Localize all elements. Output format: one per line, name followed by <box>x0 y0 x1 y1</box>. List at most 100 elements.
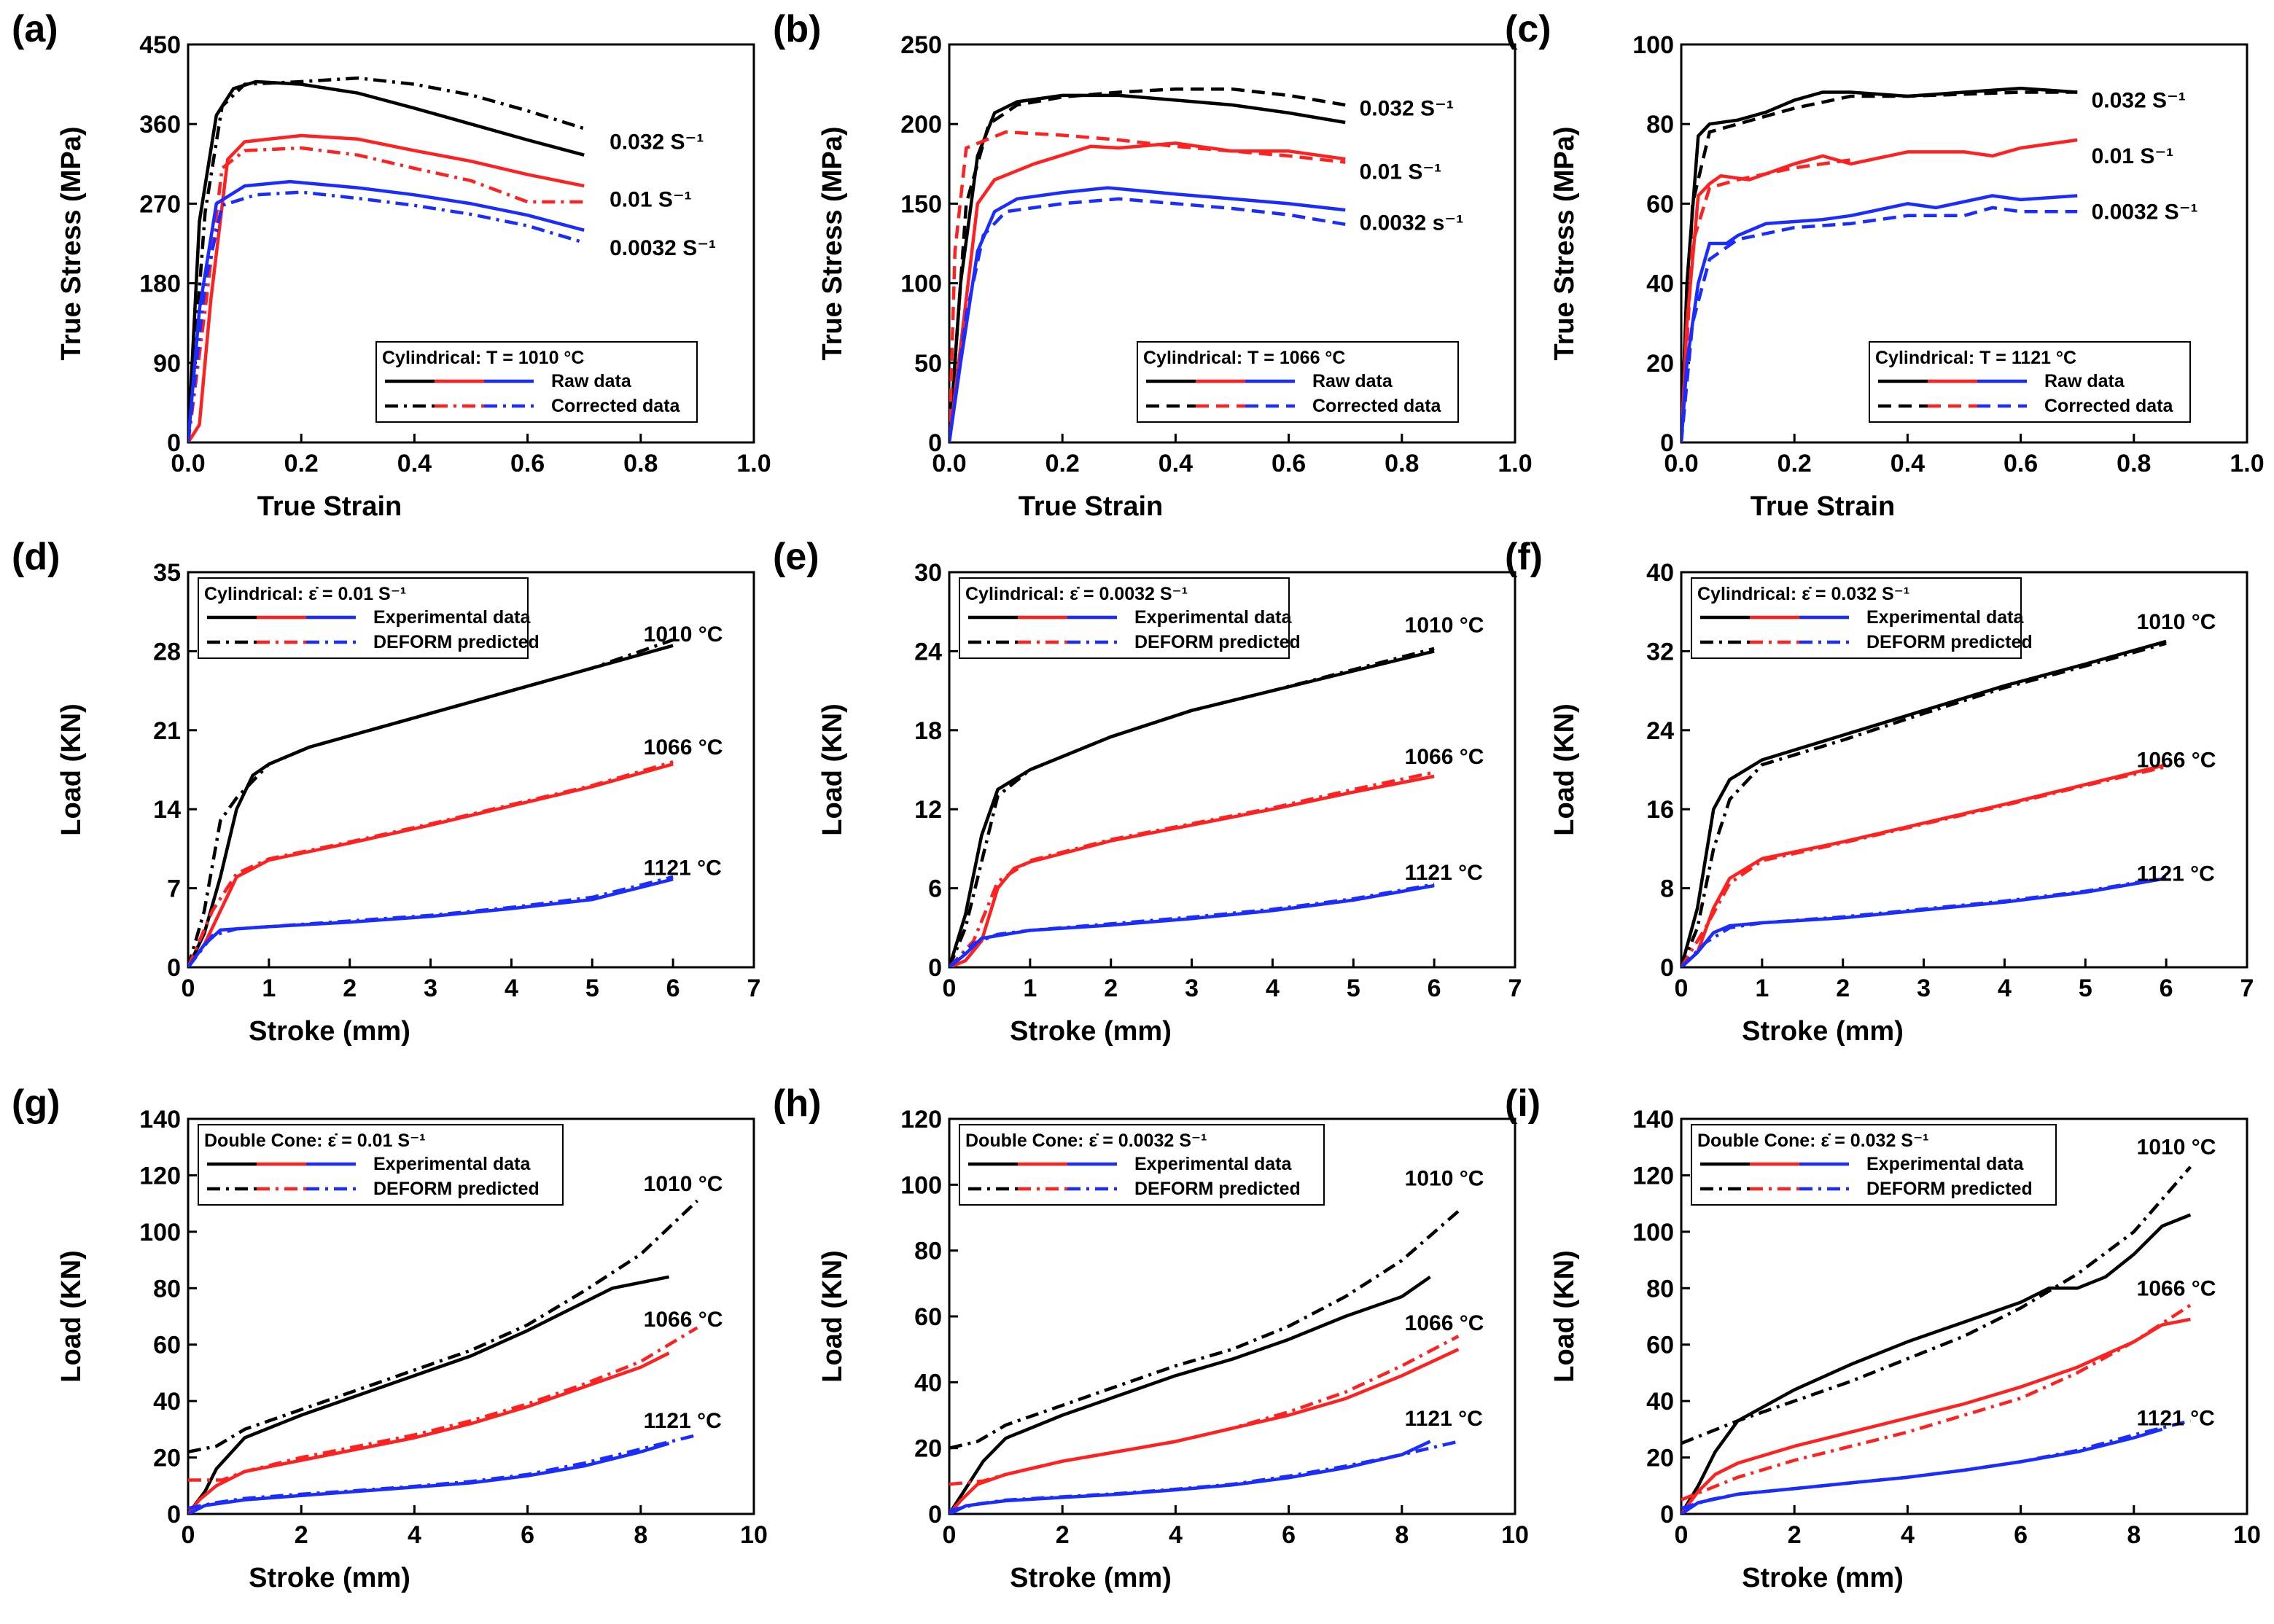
x-tick-label: 8 <box>2127 1521 2141 1549</box>
x-tick-label: 0.4 <box>397 450 432 477</box>
x-tick-label: 0.4 <box>1159 450 1193 477</box>
series-annotation: 0.0032 s⁻¹ <box>1360 211 1464 235</box>
y-tick-label: 28 <box>153 638 181 665</box>
legend-entry-label: Experimental data <box>1134 607 1292 628</box>
y-axis-title: Load (KN) <box>817 703 848 836</box>
x-tick-label: 4 <box>1169 1521 1183 1549</box>
y-axis-title: True Stress (MPa) <box>56 127 87 361</box>
series-annotation: 1010 °C <box>2137 1136 2216 1160</box>
series-line-pred-1066 <box>188 1326 698 1482</box>
y-tick-label: 0 <box>928 1501 942 1529</box>
x-tick-label: 0.2 <box>1046 450 1080 477</box>
series-annotation: 0.032 S⁻¹ <box>610 130 704 154</box>
legend: Double Cone: ε̇ = 0.01 S⁻¹ Experimental d… <box>198 1124 564 1206</box>
panel-label: (b) <box>773 8 821 50</box>
legend-title: Cylindrical: ε̇ = 0.032 S⁻¹ <box>1697 584 1909 604</box>
y-tick-label: 20 <box>914 1435 942 1463</box>
y-tick-label: 60 <box>1646 1332 1674 1359</box>
x-tick-label: 4 <box>1901 1521 1915 1549</box>
y-tick-label: 35 <box>153 559 181 587</box>
x-tick-label: 2 <box>295 1521 308 1549</box>
series-line-pred-1121 <box>949 1440 1459 1512</box>
y-tick-label: 40 <box>153 1388 181 1416</box>
legend-entry-label: Raw data <box>1312 371 1393 391</box>
series-annotation: 1010 °C <box>644 1172 723 1196</box>
x-tick-label: 0.0 <box>171 450 205 477</box>
legend: Double Cone: ε̇ = 0.0032 S⁻¹ Experimental… <box>959 1124 1325 1206</box>
x-tick-label: 0 <box>1675 975 1689 1002</box>
x-tick-label: 6 <box>1428 975 1441 1002</box>
series-annotation: 1010 °C <box>1405 1166 1484 1190</box>
series-line-raw-0.0032 <box>188 179 585 442</box>
x-tick-label: 8 <box>634 1521 647 1549</box>
series-annotation: 0.0032 S⁻¹ <box>2092 200 2198 224</box>
y-tick-label: 60 <box>1646 190 1674 218</box>
x-axis-title: Stroke (mm) <box>1010 1563 1172 1593</box>
x-tick-label: 6 <box>666 975 680 1002</box>
y-tick-label: 6 <box>928 875 942 903</box>
series-line-corrected-0.0032 <box>188 190 585 442</box>
series-annotation: 0.032 S⁻¹ <box>2092 88 2186 112</box>
x-tick-label: 0 <box>182 975 195 1002</box>
legend-title: Cylindrical: T = 1066 °C <box>1143 348 1345 368</box>
series-annotation: 1121 °C <box>1405 1407 1483 1431</box>
panel-label: (e) <box>773 536 819 578</box>
legend-entry-label: DEFORM predicted <box>1866 632 2033 652</box>
series-line-pred-1066 <box>1681 1303 2192 1502</box>
y-tick-label: 0 <box>167 954 181 982</box>
plot-frame <box>948 571 1516 969</box>
x-tick-label: 2 <box>1104 975 1118 1002</box>
series-annotation: 1121 °C <box>644 1409 722 1433</box>
x-tick-label: 5 <box>1347 975 1360 1002</box>
y-tick-label: 120 <box>139 1162 181 1190</box>
x-tick-label: 0.0 <box>932 450 966 477</box>
series-annotation: 0.032 S⁻¹ <box>1360 96 1454 120</box>
panel-label: (c) <box>1505 8 1551 50</box>
panel-label: (a) <box>12 8 58 50</box>
y-tick-label: 40 <box>914 1369 942 1397</box>
series-line-exp-1010 <box>1681 1213 2192 1514</box>
x-tick-label: 5 <box>585 975 599 1002</box>
legend-title: Cylindrical: ε̇ = 0.0032 S⁻¹ <box>965 584 1188 604</box>
y-tick-label: 14 <box>153 796 181 824</box>
series-line-pred-1010 <box>1681 1166 2192 1445</box>
series-line-exp-1121 <box>949 1440 1431 1514</box>
x-tick-label: 8 <box>1395 1521 1409 1549</box>
x-tick-label: 10 <box>1501 1521 1529 1549</box>
panel-c: (c) 0.0 0.2 0.4 0.6 0.8 1.0 0 20 40 60 80 100 True St… <box>1505 8 2265 522</box>
legend: Double Cone: ε̇ = 0.032 S⁻¹ Experimental … <box>1691 1124 2057 1206</box>
series-line-pred-1010 <box>949 1209 1460 1450</box>
y-tick-label: 250 <box>900 31 942 59</box>
legend-entry-label: Raw data <box>551 371 632 391</box>
series-line-exp-1121 <box>188 1442 670 1514</box>
x-tick-label: 0.6 <box>510 450 545 477</box>
x-tick-label: 0.6 <box>1272 450 1306 477</box>
x-axis-title: Stroke (mm) <box>249 1016 410 1047</box>
x-tick-label: 7 <box>747 975 761 1002</box>
legend-entry-label: Corrected data <box>1312 396 1442 416</box>
series-line-pred-1121 <box>949 882 1435 967</box>
legend-entry-label: Experimental data <box>1866 607 2024 628</box>
x-tick-label: 0.6 <box>2004 450 2038 477</box>
y-tick-label: 120 <box>1632 1162 1674 1190</box>
x-tick-label: 0.4 <box>1891 450 1925 477</box>
y-tick-label: 0 <box>928 954 942 982</box>
y-axis-title: Load (KN) <box>1549 703 1580 836</box>
series-line-pred-1121 <box>1681 875 2167 967</box>
x-axis-title: True Strain <box>1019 491 1164 522</box>
legend-entry-label: Experimental data <box>1134 1154 1292 1174</box>
series-annotation: 1066 °C <box>2137 748 2216 772</box>
y-tick-label: 100 <box>1632 31 1674 59</box>
y-tick-label: 80 <box>914 1238 942 1265</box>
y-tick-label: 270 <box>139 190 181 218</box>
y-tick-label: 0 <box>167 1501 181 1529</box>
x-tick-label: 1 <box>1755 975 1769 1002</box>
series-annotation: 1121 °C <box>2137 1406 2215 1430</box>
x-tick-label: 5 <box>2079 975 2092 1002</box>
x-tick-label: 7 <box>2240 975 2254 1002</box>
series-line-pred-1010 <box>1681 641 2167 967</box>
series-annotation: 0.01 S⁻¹ <box>610 187 692 211</box>
